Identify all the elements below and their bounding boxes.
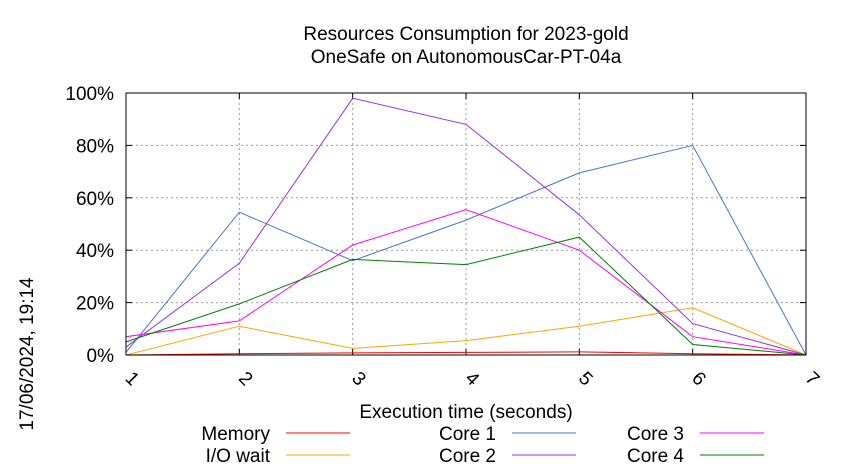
series-line-core-4 (125, 236, 807, 356)
plot-frame (125, 92, 807, 356)
y-tick-label: 60% (76, 189, 114, 210)
x-tick-label: 4 (461, 368, 484, 391)
legend-label-core-2: Core 2 (439, 446, 496, 467)
legend-label-i-o-wait: I/O wait (206, 446, 271, 467)
series-line-core-3 (125, 209, 807, 356)
grid-lines (126, 93, 806, 355)
timestamp-label: 17/06/2024, 19:14 (17, 277, 38, 431)
y-tick-label: 100% (65, 84, 114, 105)
series-line-i-o-wait (125, 307, 807, 356)
y-tick-label: 0% (87, 346, 115, 367)
series-line-core-1 (125, 144, 807, 356)
x-tick-label: 6 (687, 368, 709, 390)
series-lines (125, 97, 807, 356)
chart-title: Resources Consumption for 2023-gold (303, 24, 628, 45)
x-tick-label: 2 (234, 368, 256, 390)
series-line-memory (125, 351, 807, 356)
x-tick-label: 3 (347, 368, 369, 390)
x-tick-label: 5 (574, 368, 596, 390)
y-tick-label: 80% (76, 136, 114, 157)
legend-label-core-3: Core 3 (627, 424, 684, 445)
series-line-core-2 (125, 97, 807, 356)
x-axis-ticks: 1 2 3 4 5 6 7 (121, 93, 823, 391)
x-tick-label: 1 (121, 368, 143, 390)
x-tick-label: 7 (801, 368, 823, 390)
legend-label-memory: Memory (201, 424, 270, 445)
y-tick-label: 40% (76, 241, 114, 262)
chart-subtitle: OneSafe on AutonomousCar-PT-04a (311, 47, 622, 68)
legend-label-core-4: Core 4 (627, 446, 684, 467)
y-tick-label: 20% (76, 294, 114, 315)
legend-label-core-1: Core 1 (439, 424, 496, 445)
x-axis-label: Execution time (seconds) (359, 402, 572, 423)
